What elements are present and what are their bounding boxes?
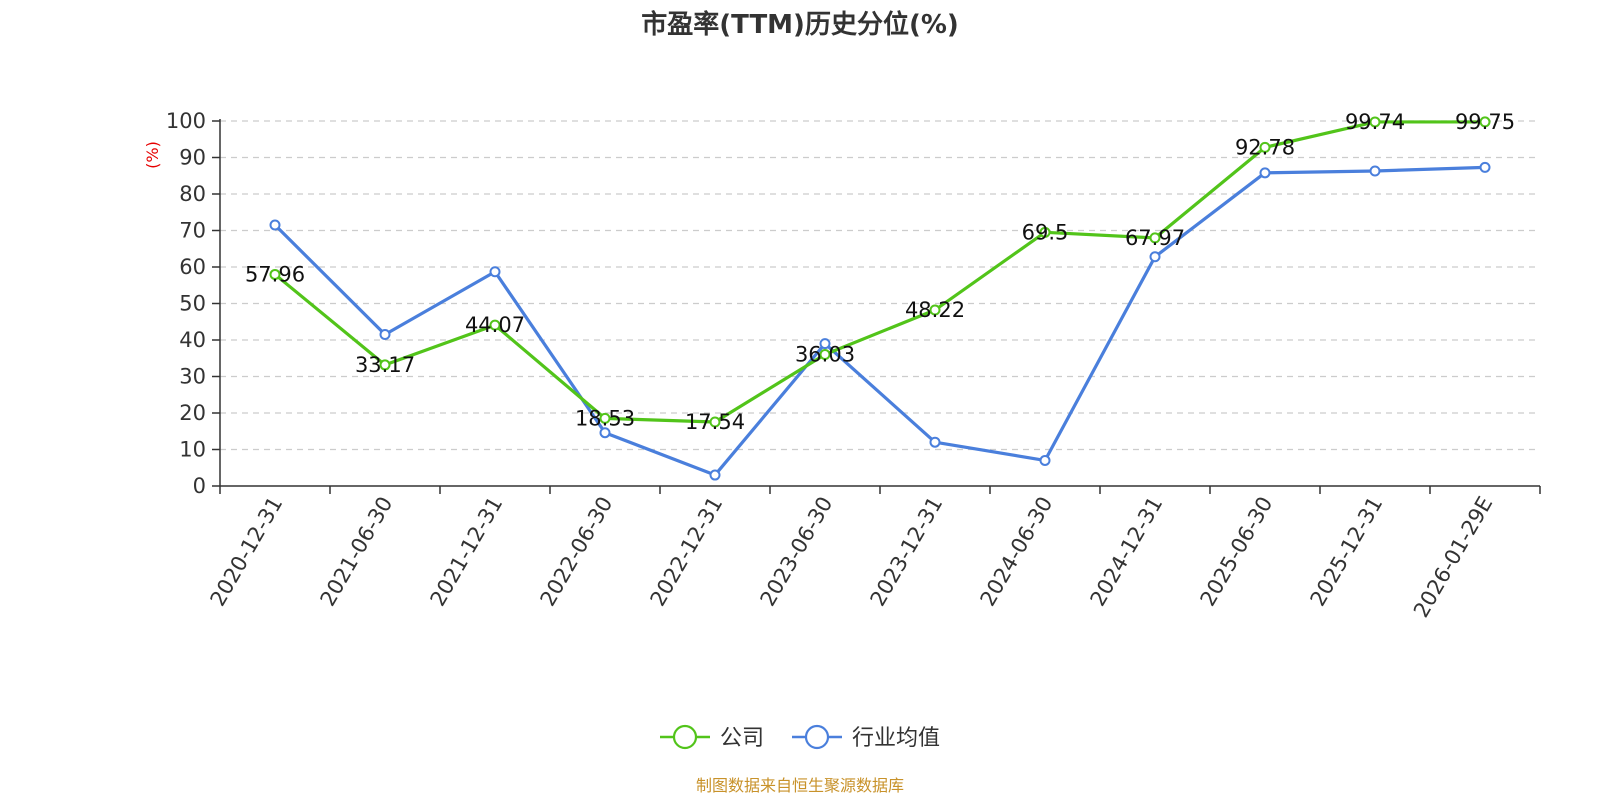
data-point[interactable]: [929, 304, 941, 316]
x-tick-label: 2022-12-31: [646, 493, 728, 611]
data-point[interactable]: [1369, 165, 1381, 177]
x-tick-label: 2024-06-30: [976, 493, 1058, 611]
series-layer: [269, 116, 1491, 481]
x-tick-label: 2020-12-31: [206, 493, 288, 611]
y-tick-label: 90: [179, 146, 206, 170]
data-point[interactable]: [379, 329, 391, 341]
x-tick-label: 2025-06-30: [1196, 493, 1278, 611]
data-point[interactable]: [1039, 226, 1051, 238]
data-point[interactable]: [929, 436, 941, 448]
data-point[interactable]: [1149, 232, 1161, 244]
y-tick-label: 60: [179, 255, 206, 279]
x-tick-label: 2024-12-31: [1086, 493, 1168, 611]
legend-marker: [672, 724, 698, 750]
data-label: 36.03: [795, 342, 855, 366]
y-axis-label: (%): [143, 141, 162, 169]
data-label: 33.17: [355, 353, 415, 377]
data-label: 44.07: [465, 313, 525, 337]
data-point[interactable]: [819, 348, 831, 360]
source-note: 制图数据来自恒生聚源数据库: [696, 776, 904, 795]
y-tick-label: 70: [179, 219, 206, 243]
data-point[interactable]: [1259, 167, 1271, 179]
y-tick-label: 20: [179, 401, 206, 425]
legend-marker: [804, 724, 830, 750]
x-tick-label: 2022-06-30: [536, 493, 618, 611]
legend-item-1[interactable]: 行业均值: [792, 724, 940, 751]
data-point[interactable]: [709, 469, 721, 481]
data-point[interactable]: [599, 412, 611, 424]
data-label: 18.53: [575, 406, 635, 430]
x-tick-label: 2026-01-29E: [1409, 493, 1497, 622]
data-point[interactable]: [1479, 116, 1491, 128]
data-point[interactable]: [1259, 141, 1271, 153]
legend-label: 公司: [720, 726, 764, 751]
series-0: [269, 116, 1491, 428]
data-point[interactable]: [269, 219, 281, 231]
data-labels: 57.96 33.17 44.07 18.53 17.54 36.03 48.22 69.5 6…: [245, 110, 1515, 434]
data-point[interactable]: [269, 268, 281, 280]
data-label: 99.75: [1455, 110, 1515, 134]
series-line: [273, 120, 1486, 424]
data-point[interactable]: [489, 319, 501, 331]
data-point[interactable]: [599, 427, 611, 439]
y-tick-label: 80: [179, 182, 206, 206]
data-point[interactable]: [1369, 116, 1381, 128]
data-point[interactable]: [819, 338, 831, 350]
data-point[interactable]: [1039, 454, 1051, 466]
legend-label: 行业均值: [852, 726, 940, 751]
legend-item-0[interactable]: 公司: [660, 724, 764, 751]
grid-lines: [220, 120, 1540, 451]
y-tick-label: 50: [179, 292, 206, 316]
x-tick-label: 2021-06-30: [316, 493, 398, 611]
legend[interactable]: 公司 行业均值: [660, 724, 940, 751]
y-tick-label: 30: [179, 365, 206, 389]
y-tick-label: 10: [179, 438, 206, 462]
data-label: 57.96: [245, 262, 305, 286]
y-tick-label: 0: [193, 474, 206, 498]
data-point[interactable]: [489, 266, 501, 278]
data-label: 48.22: [905, 298, 965, 322]
data-label: 92.78: [1235, 135, 1295, 159]
series-line: [273, 165, 1486, 477]
data-point[interactable]: [379, 359, 391, 371]
x-tick-label: 2023-06-30: [756, 493, 838, 611]
axes: [219, 119, 1540, 487]
data-label: 17.54: [685, 410, 745, 434]
data-point[interactable]: [709, 416, 721, 428]
y-tick-label: 40: [179, 328, 206, 352]
x-tick-label: 2023-12-31: [866, 493, 948, 611]
x-axis-ticks: 2020-12-31 2021-06-30 2021-12-31 2022-06-30…: [206, 486, 1541, 622]
data-label: 67.97: [1125, 226, 1185, 250]
chart-title: 市盈率(TTM)历史分位(%): [641, 9, 959, 40]
x-tick-label: 2021-12-31: [426, 493, 508, 611]
data-label: 69.5: [1022, 220, 1069, 244]
data-point[interactable]: [1149, 251, 1161, 263]
data-label: 99.74: [1345, 110, 1405, 134]
y-axis-ticks: 0 10 20 30 40 50 60 70 80 90 100: [166, 109, 220, 498]
series-1: [269, 161, 1491, 481]
data-point[interactable]: [1479, 161, 1491, 173]
x-tick-label: 2025-12-31: [1306, 493, 1388, 611]
y-tick-label: 100: [166, 109, 206, 133]
